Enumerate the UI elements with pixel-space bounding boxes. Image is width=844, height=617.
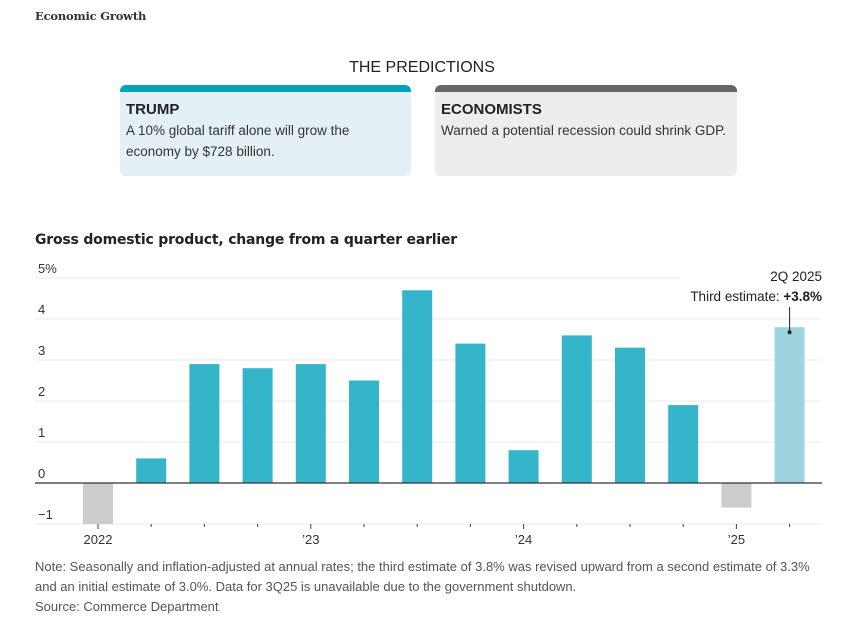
card-name: TRUMP [126, 101, 180, 118]
bar-1q-2025 [721, 483, 752, 508]
y-tick-label: 2 [38, 384, 45, 399]
annotation-dot [787, 330, 792, 335]
annotation-label: Third estimate: +3.8% [690, 289, 822, 304]
annotation-period: 2Q 2025 [770, 269, 822, 284]
bar-4q-2024 [668, 405, 699, 483]
x-tick-label: ’25 [728, 532, 745, 547]
annotation-backing [680, 265, 825, 305]
y-axis-labels: −1 0 1 2 3 4 5% [38, 261, 57, 522]
x-tick-label: ’23 [302, 532, 319, 547]
y-tick-label: 5% [38, 261, 57, 276]
chart-title: Gross domestic product, change from a qu… [35, 232, 458, 248]
card-accent-bar [435, 85, 737, 92]
predictions-title: THE PREDICTIONS [349, 59, 495, 76]
bar-1q-2022 [83, 483, 113, 524]
annotation-label-text: Third estimate: [690, 289, 783, 304]
y-tick-label: 1 [38, 425, 45, 440]
chart-footnote: Note: Seasonally and inflation-adjusted … [35, 557, 825, 617]
annotation-value: +3.8% [783, 289, 822, 304]
card-text: Warned a potential recession could shrin… [441, 123, 727, 138]
y-tick-label: 0 [38, 466, 45, 481]
bar-2q-2025 [774, 327, 805, 483]
prediction-card-trump: TRUMP A 10% global tariff alone will gro… [120, 85, 411, 176]
x-tick-label: 2022 [84, 532, 113, 547]
bar-1q-2024 [508, 450, 539, 483]
bar-2q-2023 [349, 380, 379, 483]
bar-1q-2023 [295, 364, 326, 483]
x-tick-label: ’24 [515, 532, 532, 547]
prediction-card-economists: ECONOMISTS Warned a potential recession … [435, 85, 737, 176]
card-name: ECONOMISTS [441, 101, 542, 118]
gdp-bar-chart: −1 0 1 2 3 4 5% 2022 ’23 ’24 ’25 2Q 2025 Third est… [35, 261, 825, 547]
card-accent-bar [120, 85, 411, 92]
bar-4q-2023 [455, 343, 486, 483]
y-tick-label: 3 [38, 343, 45, 358]
bar-4q-2022 [242, 368, 273, 483]
y-tick-label: 4 [38, 302, 45, 317]
note-text: Note: Seasonally and inflation-adjusted … [35, 559, 810, 594]
bar-3q-2023 [402, 290, 433, 483]
x-axis-labels: 2022 ’23 ’24 ’25 [84, 524, 791, 547]
section-kicker: Economic Growth [35, 9, 147, 23]
annotation: 2Q 2025 Third estimate: +3.8% [680, 265, 825, 335]
y-tick-label: −1 [38, 507, 53, 522]
card-text: A 10% global tariff alone will grow the … [126, 123, 350, 159]
bar-2q-2024 [561, 335, 592, 483]
bar-3q-2024 [615, 347, 645, 483]
bar-3q-2022 [189, 364, 220, 483]
bar-2q-2022 [136, 458, 167, 483]
source-text: Source: Commerce Department [35, 599, 219, 614]
bars [83, 290, 805, 524]
